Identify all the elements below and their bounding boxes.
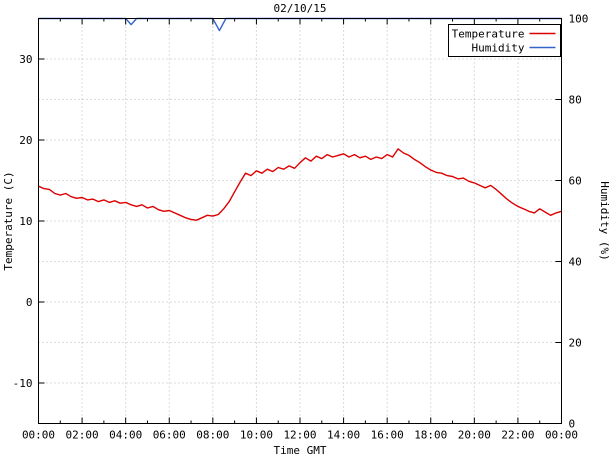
x-tick-label: 22:00 [501, 429, 534, 442]
chart-title: 02/10/15 [274, 2, 327, 15]
plot-area: 00:00 02:00 04:00 06:00 08:00 10:00 12:00 14:00… [13, 13, 589, 442]
y-left-tick-label: 0 [26, 296, 33, 309]
y-right-tick-label: 80 [569, 94, 582, 107]
x-tick-label: 20:00 [458, 429, 491, 442]
x-tick-label: 18:00 [414, 429, 447, 442]
x-tick-label: 02:00 [66, 429, 99, 442]
y-left-tick-label: -10 [13, 377, 33, 390]
legend-label: Temperature [452, 28, 525, 41]
x-tick-label: 00:00 [22, 429, 55, 442]
y-left-tick-label: 10 [19, 215, 32, 228]
x-tick-label: 06:00 [153, 429, 186, 442]
left-axis-label: Temperature (C) [2, 171, 15, 270]
y-left-tick-label: 30 [19, 53, 32, 66]
temperature-series-line [38, 148, 562, 221]
y-right-tick-label: 60 [569, 175, 582, 188]
y-right-tick-label: 20 [569, 337, 582, 350]
x-tick-label: 08:00 [196, 429, 229, 442]
y-right-tick-label: 100 [569, 13, 589, 26]
x-tick-label: 16:00 [371, 429, 404, 442]
x-tick-label: 10:00 [240, 429, 273, 442]
x-tick-label: 12:00 [283, 429, 316, 442]
legend-box [448, 24, 561, 57]
y-right-tick-label: 40 [569, 256, 582, 269]
y-left-tick-label: 20 [19, 134, 32, 147]
legend-label: Humidity [472, 42, 525, 55]
right-axis-label: Humidity (%) [598, 181, 611, 260]
x-tick-label: 14:00 [327, 429, 360, 442]
x-tick-label: 00:00 [545, 429, 578, 442]
x-axis-label: Time GMT [274, 444, 327, 457]
y-right-tick-label: 0 [569, 418, 576, 431]
x-tick-label: 04:00 [109, 429, 142, 442]
